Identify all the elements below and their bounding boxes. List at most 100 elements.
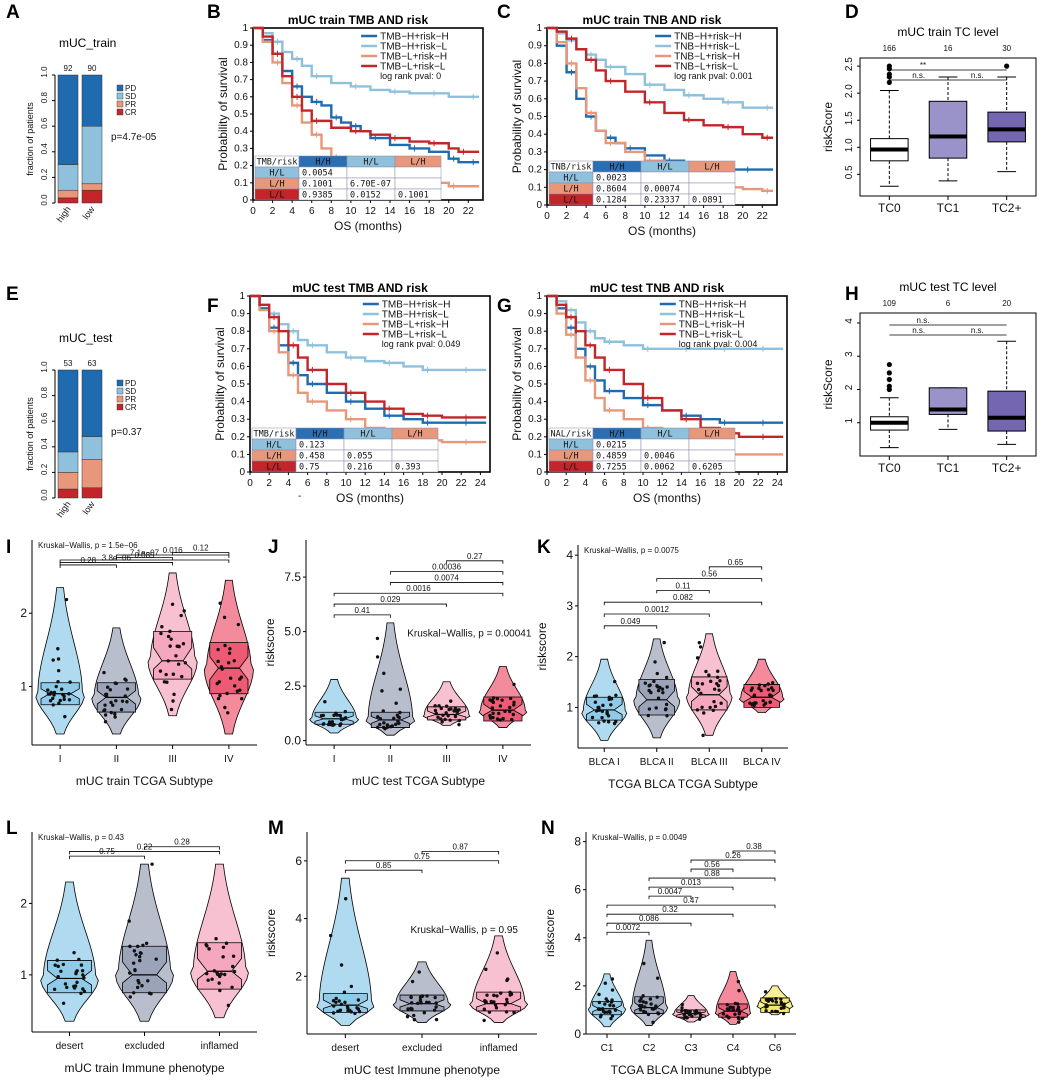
- data-point: [103, 720, 108, 724]
- x-tick-label: high: [55, 499, 73, 519]
- data-point: [63, 714, 67, 719]
- data-point: [690, 1014, 694, 1018]
- y-tick-label: 0.6: [234, 92, 248, 103]
- data-point: [224, 941, 229, 945]
- data-point: [210, 977, 214, 981]
- legend-swatch: [116, 395, 124, 403]
- data-point: [640, 1003, 644, 1008]
- comparison-pval: 0.65: [728, 558, 744, 567]
- y-tick-label: 0.5: [528, 112, 542, 123]
- data-point: [75, 969, 79, 973]
- data-point: [217, 981, 221, 985]
- data-point: [166, 659, 170, 663]
- chart-title: mUC test TNB AND risk: [590, 281, 725, 295]
- data-point: [181, 642, 186, 646]
- x-tick-label: 20: [436, 478, 448, 489]
- data-point: [132, 991, 136, 995]
- comparison-bracket: [606, 931, 650, 936]
- km-curve-TMB-L+risk-L: [250, 294, 487, 419]
- data-point: [712, 699, 716, 704]
- data-point: [682, 1012, 686, 1017]
- data-point: [52, 987, 57, 991]
- data-point: [394, 722, 398, 727]
- data-point: [338, 723, 342, 728]
- data-point: [113, 681, 117, 685]
- logrank-pval: log rank pval: 0.049: [382, 339, 461, 349]
- data-point: [67, 692, 71, 696]
- x-tick-label: 16: [698, 211, 710, 222]
- x-tick-label: C1: [601, 1043, 614, 1054]
- table-header-text: H/L: [657, 430, 672, 440]
- panel-label: J: [268, 537, 279, 558]
- data-point: [781, 1011, 786, 1016]
- table-header-text: H/L: [363, 158, 378, 168]
- data-point: [56, 668, 61, 673]
- data-point: [103, 703, 107, 707]
- x-tick-label: TC1: [937, 461, 960, 475]
- data-point: [376, 725, 380, 730]
- y-tick-label: 1.5: [844, 111, 855, 125]
- outlier-point: [886, 63, 892, 69]
- data-point: [425, 994, 429, 998]
- comparison-bracket: [732, 850, 776, 855]
- x-tick-label: 12: [365, 206, 377, 217]
- table-cell: [688, 460, 736, 473]
- group-count: 30: [1002, 44, 1011, 53]
- data-point: [214, 937, 218, 941]
- x-tick-label: 4: [583, 478, 589, 489]
- data-point: [239, 675, 243, 679]
- data-point: [378, 717, 383, 721]
- box-TC2+: [987, 111, 1026, 143]
- data-point: [656, 688, 661, 693]
- comparison-pval: 0.28: [80, 556, 96, 565]
- data-point: [120, 699, 125, 703]
- data-point: [779, 997, 783, 1001]
- legend-label: PD: [125, 84, 136, 93]
- data-point: [159, 631, 163, 636]
- data-point: [216, 696, 221, 701]
- table-cell-text: L/L: [266, 463, 281, 473]
- y-tick-label: 2.0: [844, 84, 855, 98]
- data-point: [605, 1010, 609, 1014]
- data-point: [412, 1018, 417, 1022]
- table-cell-text: L/H: [563, 185, 578, 195]
- data-point: [700, 682, 705, 686]
- table-cell: [688, 438, 736, 451]
- table-cell: [343, 438, 393, 451]
- legend-swatch: [116, 84, 124, 92]
- bar-segment-SD: [57, 451, 79, 473]
- data-point: [68, 680, 72, 684]
- data-point: [419, 1001, 423, 1005]
- x-tick-label: 2: [270, 206, 276, 217]
- data-point: [606, 714, 611, 718]
- x-tick-label: 16: [695, 478, 707, 489]
- data-point: [707, 673, 711, 677]
- x-tick-label: 10: [345, 206, 357, 217]
- data-point: [383, 727, 387, 731]
- data-point: [334, 996, 338, 1001]
- data-point: [398, 687, 403, 691]
- x-tick-label: IV: [498, 754, 508, 765]
- data-point: [226, 711, 230, 715]
- data-point: [405, 1014, 410, 1019]
- outlier-point: [886, 361, 892, 368]
- data-point: [133, 968, 137, 972]
- panel-L: L 1 2 riskscore mUC train Immune phenotype de…: [0, 818, 257, 1075]
- data-point: [655, 684, 659, 688]
- table-cell-text: 0.0023: [596, 174, 627, 184]
- data-point: [223, 972, 227, 977]
- table-header-text: H/H: [315, 158, 330, 168]
- data-point: [104, 694, 109, 699]
- data-point: [482, 1007, 487, 1011]
- y-tick-label: 0.5: [231, 379, 245, 390]
- table-cell-text: 0.458: [299, 452, 325, 462]
- y-tick-label: 0.2: [528, 165, 542, 176]
- x-axis-label: OS (months): [628, 224, 696, 238]
- data-point: [715, 681, 719, 686]
- comparison-bracket: [690, 868, 734, 873]
- data-point: [485, 993, 489, 997]
- x-tick-label: IV: [224, 754, 234, 765]
- legend-label: TMB−L+risk−L: [380, 62, 446, 73]
- table-header-text: L/H: [407, 430, 422, 440]
- data-point: [240, 696, 244, 701]
